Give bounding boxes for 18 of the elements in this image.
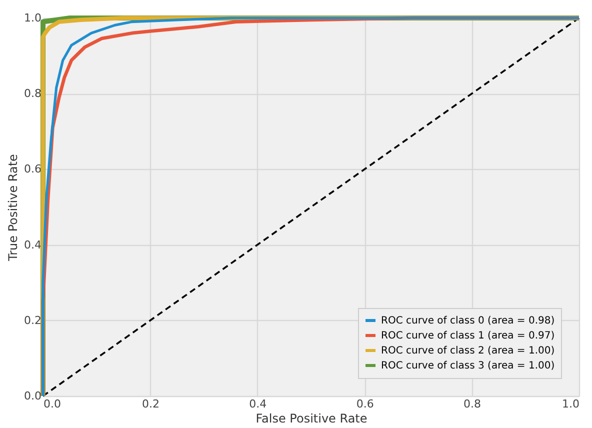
legend-label: ROC curve of class 2 (area = 1.00) <box>381 346 555 356</box>
y-tick-label: 0.8 <box>24 87 42 100</box>
y-tick-label: 0.6 <box>24 162 42 176</box>
x-tick-label: 0.0 <box>44 398 61 410</box>
x-tick-label: 1.0 <box>562 398 580 410</box>
x-axis-title: False Positive Rate <box>256 412 368 426</box>
x-tick-label: 0.8 <box>464 398 482 410</box>
x-tick-label: 0.2 <box>142 398 160 410</box>
y-tick-label: 0.0 <box>24 390 42 402</box>
x-tick-label: 0.4 <box>249 398 267 410</box>
legend-label: ROC curve of class 0 (area = 0.98) <box>381 316 555 326</box>
legend-label: ROC curve of class 1 (area = 0.97) <box>381 330 555 342</box>
y-tick-label: 0.4 <box>24 238 42 252</box>
x-tick-label: 0.6 <box>356 398 374 410</box>
y-tick-label: 1.0 <box>24 12 42 24</box>
y-tick-label: 0.2 <box>24 314 42 327</box>
legend-label: ROC curve of class 3 (area = 1.00) <box>381 360 555 372</box>
y-axis-title: True Positive Rate <box>6 154 20 262</box>
